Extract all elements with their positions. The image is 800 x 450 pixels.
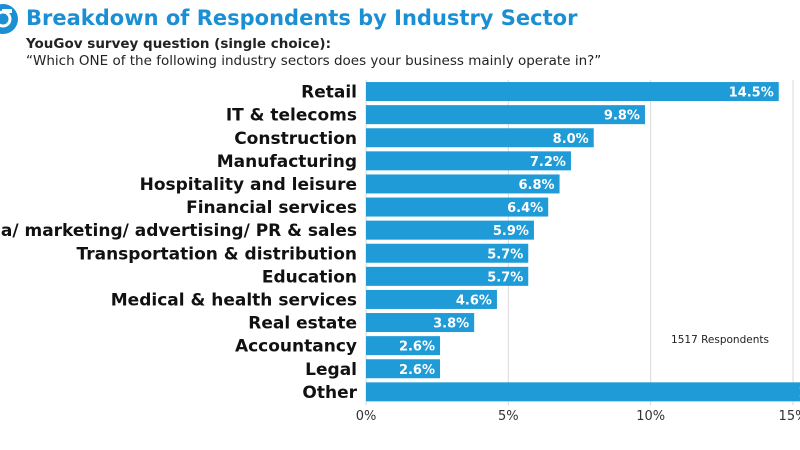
value-label: 5.7% (487, 270, 523, 285)
category-label: Retail (301, 83, 357, 103)
category-label: Medical & health services (111, 290, 357, 310)
chart-subtitle: YouGov survey question (single choice): (26, 36, 332, 52)
category-label: Other (302, 383, 357, 403)
value-label: 8.0% (553, 132, 589, 147)
category-label: Transportation & distribution (77, 244, 358, 264)
bar (366, 243, 529, 263)
category-label: Real estate (248, 314, 357, 334)
value-label: 6.4% (507, 201, 543, 216)
bar (366, 128, 594, 148)
category-label: Accountancy (235, 337, 357, 357)
bars (366, 82, 800, 402)
bar (366, 197, 549, 217)
brand-logo-icon (0, 4, 18, 34)
bar (366, 151, 571, 171)
category-label: Financial services (186, 198, 357, 218)
bar (366, 289, 497, 309)
value-label: 9.8% (604, 109, 640, 124)
value-label: 14.5% (729, 86, 774, 101)
category-label: Manufacturing (217, 152, 357, 172)
bar (366, 82, 779, 102)
labels: 0% 5% 10% 15% Retail 14.5% IT & telecoms 9.8% Co… (0, 83, 800, 424)
value-label: 2.6% (399, 340, 435, 355)
bar (366, 105, 645, 125)
x-tick-label: 15% (779, 409, 800, 424)
bar (366, 382, 800, 402)
bar (366, 359, 441, 379)
category-label: Media/ marketing/ advertising/ PR & sale… (0, 221, 357, 241)
respondents-note: 1517 Respondents (671, 334, 769, 346)
value-label: 5.9% (493, 224, 529, 239)
category-label: Education (262, 267, 357, 287)
value-label: 6.8% (519, 178, 555, 193)
category-label: IT & telecoms (226, 106, 357, 126)
value-label: 3.8% (433, 317, 469, 332)
bar (366, 266, 529, 286)
value-label: 2.6% (399, 363, 435, 378)
category-label: Legal (305, 360, 357, 380)
bar (366, 313, 475, 333)
x-tick-label: 5% (498, 409, 519, 424)
bar (366, 336, 441, 356)
value-label: 5.7% (487, 247, 523, 262)
x-tick-label: 10% (636, 409, 665, 424)
survey-question: “Which ONE of the following industry sec… (26, 53, 602, 69)
category-label: Hospitality and leisure (140, 175, 357, 195)
bar (366, 220, 534, 240)
chart-title: Breakdown of Respondents by Industry Sec… (26, 6, 578, 30)
bar (366, 174, 560, 194)
value-label: 4.6% (456, 293, 492, 308)
value-label: 7.2% (530, 155, 566, 170)
x-tick-label: 0% (356, 409, 377, 424)
value-label: 16 (798, 386, 800, 401)
category-label: Construction (234, 129, 357, 149)
